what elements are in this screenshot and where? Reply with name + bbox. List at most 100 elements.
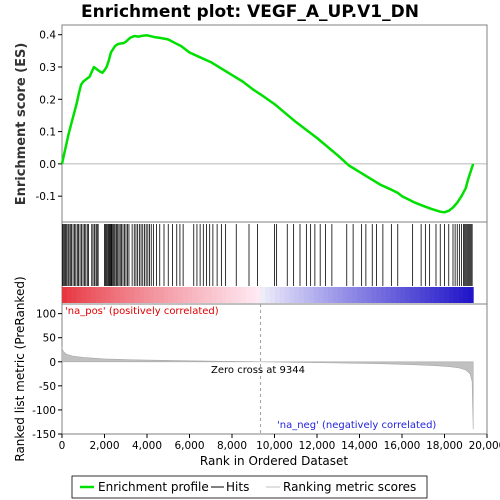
color-band-cell — [332, 287, 339, 303]
legend: Enrichment profile Hits Ranking metric s… — [71, 475, 428, 499]
color-band-cell — [279, 287, 286, 303]
color-band-cell — [352, 287, 358, 303]
ranking-metric-area — [61, 347, 474, 430]
color-band-cell — [139, 287, 145, 303]
legend-enrichment-label: Enrichment profile — [98, 480, 209, 494]
color-band-cell — [178, 287, 184, 303]
x-tick-label: 0 — [59, 440, 66, 452]
legend-metric-label: Ranking metric scores — [283, 480, 416, 494]
color-band-cell — [463, 287, 469, 303]
x-axis-label: Rank in Ordered Dataset — [200, 454, 348, 468]
color-band-cell — [153, 287, 160, 303]
color-band-cell — [361, 287, 368, 303]
color-band-cell — [81, 287, 87, 303]
color-band-cell — [468, 287, 474, 303]
hits-panel — [61, 221, 488, 305]
es-ytick-label: 0.3 — [39, 62, 56, 74]
color-band-cell — [187, 287, 194, 303]
es-ytick-label: 0.2 — [39, 94, 56, 106]
metric-ytick-label: 100 — [36, 309, 56, 321]
color-band-cell — [207, 287, 213, 303]
color-band-cell — [458, 287, 465, 303]
legend-box — [71, 475, 428, 499]
color-band-cell — [342, 287, 348, 303]
color-band-cell — [395, 287, 402, 303]
es-ytick-label: 0.0 — [39, 159, 56, 171]
color-band-cell — [265, 287, 271, 303]
es-panel-frame — [61, 24, 488, 223]
color-band-cell — [163, 287, 169, 303]
es-panel: 0.4 0.3 0.2 0.1 0.0 -0.1 Enrichment score (ES… — [14, 24, 488, 223]
x-tick-label: 4,000 — [132, 440, 162, 452]
color-band-cell — [270, 287, 276, 303]
color-band-cell — [303, 287, 310, 303]
color-band-cell — [255, 287, 261, 303]
es-ytick-label: 0.4 — [39, 30, 56, 42]
es-ytick-label: 0.1 — [39, 127, 56, 139]
color-band-cell — [134, 287, 140, 303]
color-band-cell — [250, 287, 256, 303]
color-band-cell — [308, 287, 315, 303]
color-band-cell — [390, 287, 397, 303]
color-band-cell — [294, 287, 300, 303]
color-band-cell — [62, 287, 68, 303]
enrichment-profile-line — [60, 34, 475, 214]
chart-title: Enrichment plot: VEGF_A_UP.V1_DN — [81, 2, 419, 22]
color-band-cell — [192, 287, 198, 303]
color-band-cell — [419, 287, 426, 303]
color-band-cell — [144, 287, 150, 303]
es-ylabel: Enrichment score (ES) — [14, 43, 29, 206]
color-band-cell — [95, 287, 102, 303]
color-band-cell — [240, 287, 247, 303]
color-band-cell — [173, 287, 179, 303]
color-band-cell — [453, 287, 460, 303]
es-ytick-label: -0.1 — [36, 191, 57, 203]
color-band-cell — [86, 287, 92, 303]
color-band-cell — [211, 287, 218, 303]
color-band-cell — [410, 287, 416, 303]
color-band-cell — [76, 287, 82, 303]
metric-ytick-label: -150 — [32, 429, 56, 441]
color-band-cell — [66, 287, 73, 303]
color-band-cell — [115, 287, 121, 303]
x-tick-label: 20,000 — [469, 440, 500, 452]
color-band-cell — [400, 287, 406, 303]
metric-ytick-label: -100 — [32, 405, 56, 417]
metric-ytick-label: 50 — [43, 333, 56, 345]
color-band-cell — [100, 287, 107, 303]
metric-ylabel: Ranked list metric (PreRanked) — [13, 276, 27, 461]
x-tick-label: 2,000 — [89, 440, 119, 452]
color-band-cell — [439, 287, 445, 303]
color-band-cell — [415, 287, 421, 303]
metric-ytick-label: -50 — [39, 381, 56, 393]
color-band-cell — [120, 287, 126, 303]
pos-corr-label: 'na_pos' (positively correlated) — [65, 306, 219, 317]
color-band-cell — [357, 287, 363, 303]
color-band-cell — [149, 287, 155, 303]
color-band-cell — [202, 287, 208, 303]
color-band-cell — [313, 287, 319, 303]
color-band-cell — [376, 287, 382, 303]
color-band-cell — [424, 287, 431, 303]
legend-hits-label: Hits — [226, 480, 249, 494]
color-band-cell — [105, 287, 111, 303]
color-band-cell — [328, 287, 334, 303]
color-band-cell — [366, 287, 373, 303]
color-band-cell — [182, 287, 189, 303]
color-band-cell — [110, 287, 116, 303]
color-band-cell — [318, 287, 324, 303]
color-band-cell — [274, 287, 281, 303]
color-band-cell — [347, 287, 353, 303]
color-band-cell — [129, 287, 136, 303]
color-band-cell — [158, 287, 165, 303]
x-tick-label: 18,000 — [426, 440, 463, 452]
color-band-cell — [236, 287, 242, 303]
x-tick-label: 16,000 — [384, 440, 421, 452]
x-tick-label: 14,000 — [341, 440, 378, 452]
color-band-cell — [226, 287, 232, 303]
x-tick-label: 12,000 — [299, 440, 336, 452]
color-band-cell — [124, 287, 131, 303]
color-band-cell — [71, 287, 78, 303]
color-band-cell — [371, 287, 377, 303]
x-axis: 0 2,000 4,000 6,000 8,000 10,000 12,000 14,000 1… — [59, 434, 500, 452]
